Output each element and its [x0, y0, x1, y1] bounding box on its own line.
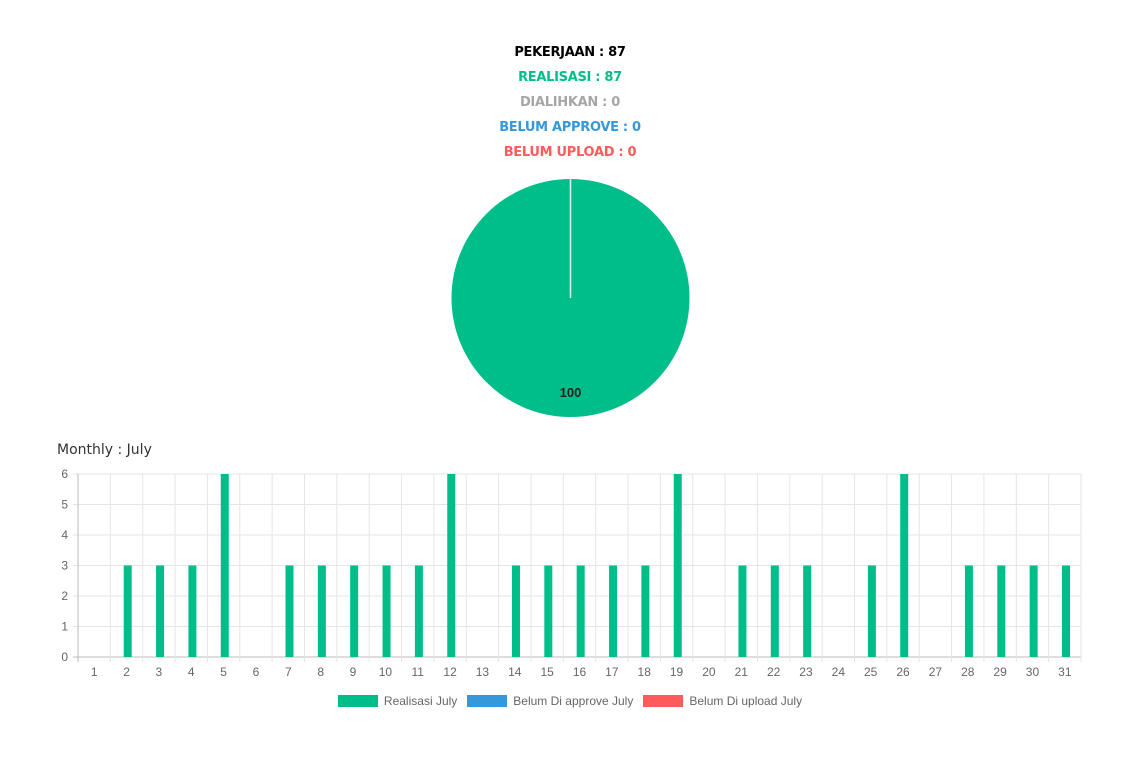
- chart-legend: Realisasi July Belum Di approve July Bel…: [0, 694, 1140, 708]
- x-tick-label: 10: [379, 665, 393, 679]
- stat-realisasi: REALISASI : 87: [518, 70, 622, 85]
- y-tick-label: 4: [61, 528, 68, 542]
- bar-realisasi-july[interactable]: [867, 565, 876, 658]
- x-tick-label: 3: [156, 665, 163, 679]
- summary-stats: PEKERJAAN : 87 REALISASI : 87 DIALIHKAN …: [0, 40, 1140, 165]
- x-tick-label: 12: [443, 665, 457, 679]
- y-tick-label: 3: [61, 559, 68, 573]
- pie-data-label: 100: [560, 385, 582, 400]
- stat-dialihkan: DIALIHKAN : 0: [519, 95, 621, 110]
- x-tick-label: 19: [670, 665, 684, 679]
- x-tick-label: 2: [123, 665, 130, 679]
- x-tick-label: 28: [961, 665, 975, 679]
- legend-swatch: [643, 695, 684, 707]
- stat-belum-approve: BELUM APPROVE : 0: [499, 120, 641, 135]
- stat-belum-upload: BELUM UPLOAD : 0: [503, 145, 637, 160]
- x-tick-label: 14: [508, 665, 522, 679]
- legend-item-belum-upload[interactable]: Belum Di upload July: [643, 694, 802, 708]
- x-tick-label: 25: [864, 665, 878, 679]
- bar-realisasi-july[interactable]: [511, 565, 520, 658]
- bar-realisasi-july[interactable]: [544, 565, 553, 658]
- bar-realisasi-july[interactable]: [414, 565, 423, 658]
- y-tick-label: 5: [61, 498, 68, 512]
- x-tick-label: 15: [540, 665, 554, 679]
- x-tick-label: 22: [767, 665, 781, 679]
- x-tick-label: 21: [735, 665, 749, 679]
- bar-realisasi-july[interactable]: [803, 565, 812, 658]
- bar-realisasi-july[interactable]: [123, 565, 132, 658]
- bar-realisasi-july[interactable]: [641, 565, 650, 658]
- x-tick-label: 16: [573, 665, 587, 679]
- x-tick-label: 9: [350, 665, 357, 679]
- bar-realisasi-july[interactable]: [156, 565, 165, 658]
- legend-label: Belum Di approve July: [513, 694, 634, 708]
- bar-realisasi-july[interactable]: [900, 474, 909, 657]
- y-tick-label: 1: [61, 620, 68, 634]
- bar-realisasi-july[interactable]: [997, 565, 1006, 658]
- legend-label: Belum Di upload July: [689, 694, 803, 708]
- x-tick-label: 5: [220, 665, 227, 679]
- bar-realisasi-july[interactable]: [1062, 565, 1070, 658]
- x-tick-label: 27: [929, 665, 943, 679]
- y-tick-label: 2: [61, 589, 68, 603]
- x-tick-label: 17: [605, 665, 619, 679]
- stat-pekerjaan: PEKERJAAN : 87: [514, 45, 626, 60]
- x-tick-label: 29: [993, 665, 1007, 679]
- x-tick-label: 6: [253, 665, 260, 679]
- x-tick-label: 24: [832, 665, 846, 679]
- monthly-title: Monthly : July: [57, 442, 152, 458]
- x-tick-label: 23: [799, 665, 813, 679]
- bar-realisasi-july[interactable]: [609, 565, 618, 658]
- bar-realisasi-july[interactable]: [317, 565, 326, 658]
- x-tick-label: 18: [638, 665, 652, 679]
- x-tick-label: 20: [702, 665, 716, 679]
- bar-realisasi-july[interactable]: [350, 565, 359, 658]
- bar-realisasi-july[interactable]: [1029, 565, 1038, 658]
- legend-swatch: [337, 695, 378, 707]
- x-tick-label: 30: [1026, 665, 1040, 679]
- legend-swatch: [467, 695, 508, 707]
- bar-realisasi-july[interactable]: [447, 474, 456, 657]
- bar-realisasi-july[interactable]: [220, 474, 229, 657]
- x-tick-label: 8: [317, 665, 324, 679]
- bar-realisasi-july[interactable]: [770, 565, 779, 658]
- x-tick-label: 31: [1058, 665, 1072, 679]
- bar-realisasi-july[interactable]: [673, 474, 682, 657]
- bar-realisasi-july[interactable]: [576, 565, 585, 658]
- x-tick-label: 1: [91, 665, 98, 679]
- bar-realisasi-july[interactable]: [285, 565, 294, 658]
- x-tick-label: 4: [188, 665, 195, 679]
- pie-chart: 100: [451, 179, 690, 417]
- y-tick-label: 0: [61, 650, 68, 664]
- legend-item-realisasi[interactable]: Realisasi July: [337, 694, 458, 708]
- y-tick-label: 6: [61, 467, 68, 481]
- x-tick-label: 26: [896, 665, 910, 679]
- bar-realisasi-july[interactable]: [964, 565, 973, 658]
- legend-item-belum-approve[interactable]: Belum Di approve July: [467, 694, 633, 708]
- legend-label: Realisasi July: [383, 694, 458, 708]
- bar-realisasi-july[interactable]: [188, 565, 197, 658]
- x-tick-label: 13: [476, 665, 490, 679]
- x-tick-label: 7: [285, 665, 292, 679]
- bar-realisasi-july[interactable]: [382, 565, 391, 658]
- bar-realisasi-july[interactable]: [738, 565, 747, 658]
- x-tick-label: 11: [411, 665, 424, 679]
